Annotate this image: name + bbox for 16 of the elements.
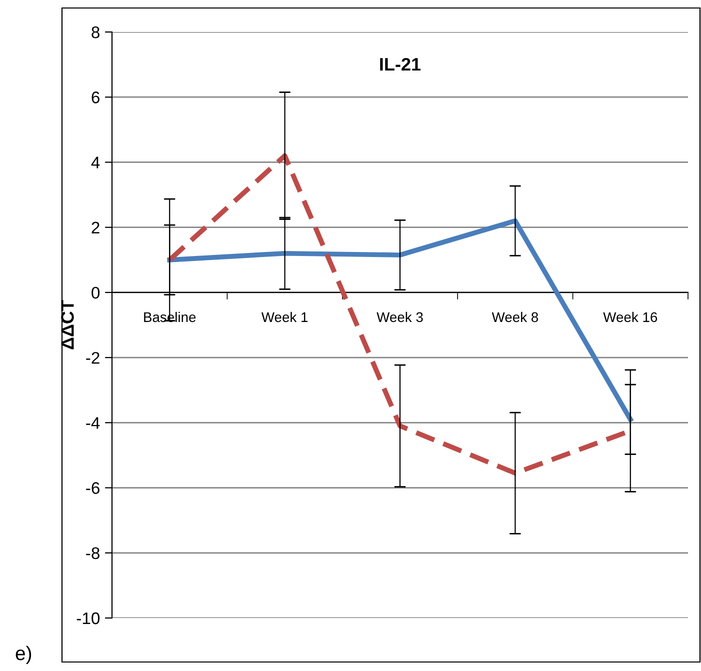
y-tick-label: -2 bbox=[86, 352, 100, 364]
y-tick-label: -4 bbox=[86, 417, 100, 429]
y-tick-label: 4 bbox=[91, 156, 100, 168]
y-tick-label: 8 bbox=[92, 26, 100, 38]
text: e) bbox=[16, 646, 32, 664]
x-tick-label: Week 16 bbox=[603, 312, 658, 322]
y-tick-label: 2 bbox=[92, 222, 100, 234]
text: IL-21 bbox=[380, 58, 421, 71]
y-tick-label: -8 bbox=[86, 547, 100, 560]
y-tick-label: 6 bbox=[92, 92, 100, 104]
x-tick-label: Week 1 bbox=[261, 312, 308, 322]
y-tick-label: -10 bbox=[76, 612, 100, 624]
y-tick-label: 0 bbox=[92, 286, 100, 299]
y-tick-label: -6 bbox=[86, 482, 100, 494]
x-tick-label: Week 8 bbox=[492, 312, 538, 322]
x-tick-label: Week 3 bbox=[376, 312, 423, 322]
